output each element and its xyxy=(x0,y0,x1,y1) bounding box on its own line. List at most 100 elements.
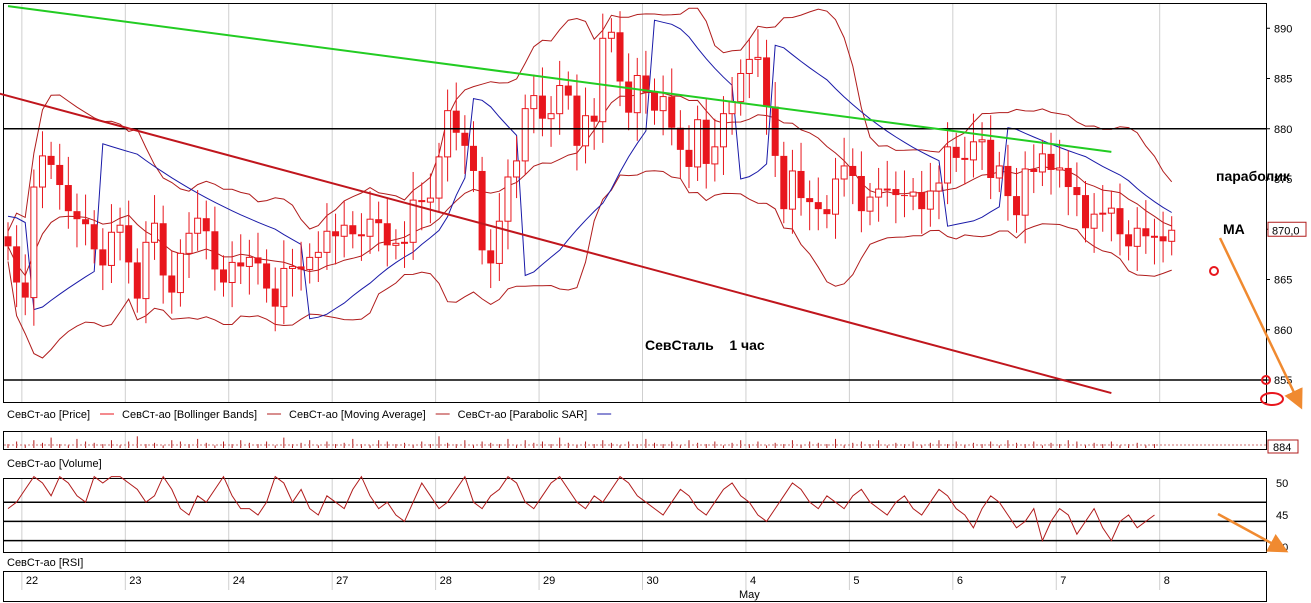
candle-body-86 xyxy=(745,58,753,74)
candle-body-121 xyxy=(1047,153,1055,170)
candle-body-111 xyxy=(961,157,969,160)
candle-body-60 xyxy=(521,108,529,162)
y-tick-label-890: 890 xyxy=(1274,23,1292,35)
bollinger-upper xyxy=(7,7,1173,232)
candle-body-90 xyxy=(780,155,788,210)
candle-body-26 xyxy=(228,261,236,284)
candle-body-34 xyxy=(297,266,305,270)
candle-body-51 xyxy=(444,110,452,158)
target-circle-855 xyxy=(1261,375,1271,385)
month-label: May xyxy=(739,589,760,601)
candle-body-120 xyxy=(1038,153,1046,173)
candle-body-11 xyxy=(99,249,107,266)
candle-body-119 xyxy=(1030,168,1038,172)
day-label-4: 4 xyxy=(750,575,756,587)
candle-body-127 xyxy=(1099,212,1107,215)
candle-body-123 xyxy=(1064,167,1072,188)
candle-body-21 xyxy=(185,232,193,254)
candle-body-61 xyxy=(530,95,538,110)
candle-body-95 xyxy=(823,209,831,215)
candle-body-37 xyxy=(323,230,331,253)
candle-body-53 xyxy=(461,132,469,146)
candle-body-24 xyxy=(211,231,219,270)
legend-label-0: СевСт-ао [Price] xyxy=(7,409,90,421)
candle-body-114 xyxy=(987,139,995,178)
chart-title: СевСталь 1 час xyxy=(645,337,765,353)
candle-body-59 xyxy=(513,160,521,178)
candle-body-19 xyxy=(168,275,176,293)
candle-body-65 xyxy=(564,85,572,96)
candle-body-49 xyxy=(426,197,434,203)
candle-body-54 xyxy=(469,145,477,171)
candle-body-48 xyxy=(418,200,426,203)
candle-body-40 xyxy=(349,225,357,235)
candle-body-97 xyxy=(840,165,848,180)
candle-body-108 xyxy=(935,182,943,192)
parabolic-sar xyxy=(7,19,1172,320)
legend-label-3: СевСт-ао [Parabolic SAR] xyxy=(458,409,588,421)
candle-body-45 xyxy=(392,242,400,246)
candle-body-23 xyxy=(202,218,210,232)
candle-body-2 xyxy=(21,282,29,298)
volume-last-label: 884 xyxy=(1273,442,1291,454)
candle-body-10 xyxy=(90,224,98,250)
candle-body-112 xyxy=(969,141,977,161)
candle-body-47 xyxy=(409,199,417,243)
bollinger-lower xyxy=(7,170,1172,359)
candle-body-16 xyxy=(142,241,150,300)
day-label-6: 6 xyxy=(957,575,963,587)
candle-body-43 xyxy=(375,219,383,224)
candle-body-58 xyxy=(504,176,512,222)
candle-body-55 xyxy=(478,170,486,251)
candle-body-38 xyxy=(332,231,340,237)
candle-body-75 xyxy=(651,92,658,111)
y-tick-label-860: 860 xyxy=(1274,325,1292,337)
candle-body-13 xyxy=(116,224,124,233)
candle-body-110 xyxy=(952,146,960,158)
candle-body-132 xyxy=(1142,228,1150,237)
sar-line xyxy=(7,19,1172,320)
trendlines xyxy=(0,5,1112,395)
trendline-green xyxy=(7,5,1112,153)
rsi-tick-label-45: 45 xyxy=(1276,510,1288,522)
candle-body-15 xyxy=(133,262,141,299)
candle-body-79 xyxy=(685,149,693,167)
day-label-28: 28 xyxy=(440,575,452,587)
candle-body-129 xyxy=(1116,208,1124,235)
candle-body-91 xyxy=(788,170,796,210)
candle-body-42 xyxy=(366,218,374,237)
y-tick-label-885: 885 xyxy=(1274,74,1292,86)
candle-body-30 xyxy=(263,263,271,289)
candle-body-41 xyxy=(357,234,365,237)
day-label-5: 5 xyxy=(853,575,859,587)
volume-last-box xyxy=(1267,439,1299,454)
candle-body-12 xyxy=(107,231,115,266)
candle-body-32 xyxy=(280,267,288,308)
candle-body-124 xyxy=(1073,187,1081,196)
candle-body-7 xyxy=(64,185,72,212)
legend-label-1: СевСт-ао [Bollinger Bands] xyxy=(122,409,257,421)
candle-body-67 xyxy=(582,115,590,147)
candle-body-69 xyxy=(599,37,607,123)
candle-body-128 xyxy=(1107,207,1115,214)
candle-body-78 xyxy=(676,127,684,150)
candle-body-70 xyxy=(607,31,615,39)
candle-body-81 xyxy=(702,119,710,164)
candle-body-52 xyxy=(452,110,460,133)
rsi-panel-frame xyxy=(3,478,1267,553)
target-circle-865 xyxy=(1209,266,1219,276)
candle-body-134 xyxy=(1159,236,1167,242)
candle-body-46 xyxy=(401,241,409,244)
candle-body-100 xyxy=(866,196,874,212)
forecast-arrow-rsi xyxy=(1217,512,1289,553)
price-y-ticks: 855860865870875880885890 xyxy=(1266,23,1307,387)
candle-body-109 xyxy=(944,146,952,184)
candle-body-5 xyxy=(47,155,55,165)
candle-body-125 xyxy=(1082,195,1089,229)
annotation-parabolic: параболик xyxy=(1216,168,1291,184)
horizontal-levels xyxy=(4,128,1266,381)
y-tick-label-875: 875 xyxy=(1274,174,1292,186)
bollinger-bands xyxy=(7,7,1173,359)
candle-body-62 xyxy=(538,95,546,119)
